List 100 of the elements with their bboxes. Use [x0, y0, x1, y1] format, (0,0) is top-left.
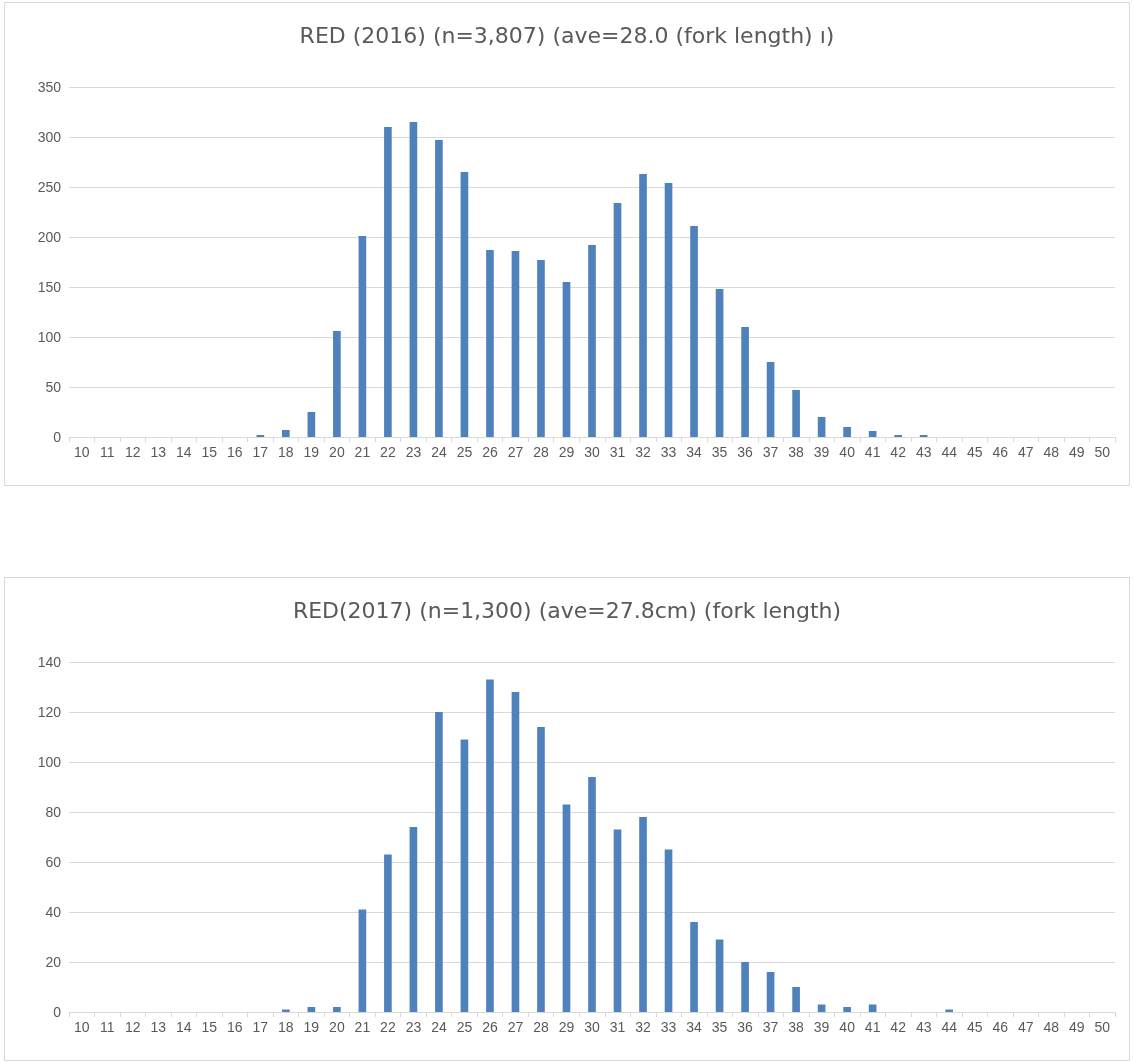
bar [664, 183, 673, 437]
x-tick-label: 35 [711, 444, 728, 460]
y-tick-label: 150 [37, 279, 62, 295]
x-tick-label: 12 [124, 444, 141, 460]
y-tick-label: 0 [53, 1004, 62, 1020]
x-tick-label: 15 [201, 444, 218, 460]
x-tick-label: 41 [864, 444, 881, 460]
x-tick-label: 25 [456, 1019, 473, 1035]
bar [766, 972, 775, 1012]
bar [307, 1007, 316, 1012]
bar [409, 827, 418, 1012]
x-tick-label: 37 [762, 1019, 779, 1035]
bar [792, 987, 800, 1012]
bar [358, 909, 367, 1012]
bar [639, 817, 647, 1012]
bar [639, 174, 647, 437]
x-tick-label: 13 [150, 444, 167, 460]
bar [843, 1007, 851, 1012]
bar [460, 172, 469, 437]
y-tick-label: 40 [45, 904, 62, 920]
y-tick-label: 140 [37, 654, 62, 670]
bar [843, 427, 851, 437]
x-tick-label: 32 [635, 1019, 652, 1035]
bar [562, 804, 571, 1012]
y-tick-label: 60 [45, 854, 62, 870]
y-tick-label: 100 [37, 754, 62, 770]
y-tick-label: 100 [37, 329, 62, 345]
x-tick-label: 30 [584, 444, 600, 460]
y-tick-label: 200 [37, 229, 62, 245]
x-tick-label: 13 [150, 1019, 167, 1035]
x-tick-label: 31 [609, 1019, 626, 1035]
x-tick-label: 41 [864, 1019, 881, 1035]
x-tick-label: 16 [227, 444, 243, 460]
bar [613, 829, 622, 1012]
x-tick-label: 23 [405, 1019, 422, 1035]
bar [690, 226, 698, 437]
x-tick-label: 21 [354, 1019, 371, 1035]
bar [384, 854, 392, 1012]
x-tick-label: 28 [533, 444, 549, 460]
x-tick-label: 50 [1094, 1019, 1111, 1035]
x-tick-label: 10 [73, 444, 90, 460]
x-tick-label: 33 [660, 1019, 677, 1035]
bar [766, 362, 775, 437]
bar [511, 251, 520, 437]
x-tick-label: 49 [1068, 1019, 1085, 1035]
bar [792, 390, 800, 437]
x-tick-label: 45 [966, 1019, 983, 1035]
x-tick-label: 48 [1043, 444, 1060, 460]
bar [588, 245, 596, 437]
x-tick-label: 36 [737, 444, 754, 460]
x-tick-label: 27 [507, 1019, 524, 1035]
x-tick-label: 47 [1017, 1019, 1034, 1035]
x-tick-label: 11 [99, 1019, 115, 1035]
bar [868, 431, 877, 437]
x-tick-label: 17 [252, 444, 269, 460]
y-tick-label: 300 [37, 129, 62, 145]
x-tick-label: 19 [303, 444, 320, 460]
bar [460, 739, 469, 1012]
x-tick-label: 26 [482, 1019, 498, 1035]
bar [384, 127, 392, 437]
x-tick-label: 40 [839, 1019, 856, 1035]
bar [715, 289, 724, 437]
x-tick-label: 14 [176, 444, 192, 460]
bar [741, 327, 749, 437]
bar [435, 712, 443, 1012]
x-tick-label: 33 [660, 444, 677, 460]
x-tick-label: 42 [890, 444, 907, 460]
x-tick-label: 45 [966, 444, 983, 460]
x-tick-label: 24 [431, 444, 447, 460]
bar [435, 140, 443, 437]
y-tick-label: 0 [53, 429, 62, 445]
x-tick-label: 38 [788, 444, 805, 460]
x-tick-label: 21 [354, 444, 371, 460]
bar [741, 962, 749, 1012]
x-tick-label: 44 [941, 444, 958, 460]
x-tick-label: 16 [227, 1019, 243, 1035]
x-tick-label: 15 [201, 1019, 218, 1035]
x-tick-label: 23 [405, 444, 422, 460]
x-tick-label: 12 [124, 1019, 141, 1035]
bar [282, 430, 290, 437]
x-tick-label: 39 [813, 444, 830, 460]
x-tick-label: 36 [737, 1019, 754, 1035]
x-tick-label: 14 [176, 1019, 192, 1035]
bar [307, 412, 316, 437]
y-tick-label: 120 [37, 704, 62, 720]
x-tick-label: 46 [992, 444, 1009, 460]
x-tick-label: 24 [431, 1019, 447, 1035]
x-tick-label: 35 [711, 1019, 728, 1035]
x-tick-label: 46 [992, 1019, 1009, 1035]
x-tick-label: 22 [380, 1019, 396, 1035]
bar [537, 260, 545, 437]
bar [715, 939, 724, 1012]
x-tick-label: 34 [686, 1019, 703, 1035]
x-tick-label: 29 [558, 444, 575, 460]
bar [817, 417, 826, 437]
bar [562, 282, 571, 437]
x-tick-label: 48 [1043, 1019, 1060, 1035]
x-tick-label: 40 [839, 444, 856, 460]
bar [486, 679, 494, 1012]
bar [511, 692, 520, 1012]
